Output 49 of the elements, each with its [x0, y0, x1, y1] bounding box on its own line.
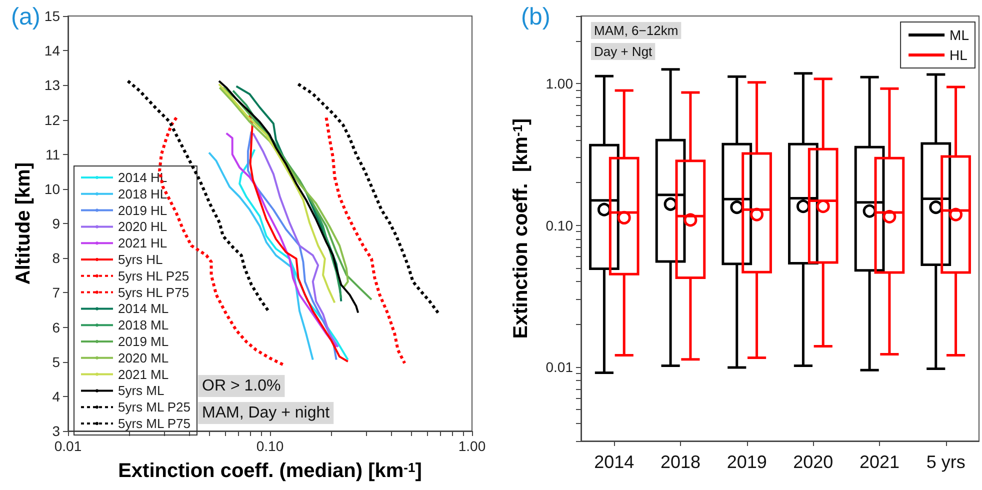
legend-label: 2019 HL	[118, 202, 168, 218]
annotation: Day + Ngt	[594, 44, 653, 59]
annotation: OR > 1.0%	[202, 378, 281, 394]
y-tick-label: 13	[44, 77, 60, 94]
x-tick-label: 2021	[859, 452, 900, 472]
x-tick-label: 2018	[660, 452, 701, 472]
annotation: MAM, Day + night	[202, 404, 330, 422]
y-tick-label: 10	[44, 180, 60, 197]
y-tick-label: 0.01	[546, 358, 574, 375]
y-axis-title: Extinction coeff. [km-1]	[510, 118, 532, 339]
y-tick-label: 4	[52, 388, 60, 404]
y-tick-label: 3	[52, 423, 60, 439]
legend-label: 5yrs ML	[118, 383, 164, 398]
y-axis-title: Altitude [km]	[12, 162, 35, 285]
annotation: MAM, 6−12km	[594, 23, 678, 38]
legend-label: 5yrs ML P25	[118, 400, 190, 415]
legend-label: 2020 ML	[118, 350, 169, 366]
legend-label: HL	[950, 47, 968, 63]
x-tick-label: 0.10	[256, 438, 284, 454]
legend-label: 2018 ML	[118, 318, 169, 333]
y-tick-label: 11	[45, 146, 60, 162]
legend-label: ML	[950, 27, 970, 43]
x-tick-label: 1.00	[458, 438, 486, 454]
x-tick-label: 2019	[726, 452, 767, 472]
y-tick-label: 14	[44, 42, 60, 59]
y-tick-label: 6	[52, 319, 60, 336]
legend-label: 2020 HL	[118, 219, 168, 234]
y-tick-label: 1.00	[546, 76, 574, 92]
legend-label: 5yrs HL P75	[118, 284, 190, 300]
y-tick-label: 12	[44, 112, 60, 128]
y-tick-label: 5	[52, 354, 60, 370]
legend-label: 5yrs ML P75	[118, 416, 190, 431]
x-tick-label: 5 yrs	[926, 452, 966, 472]
legend-label: 2019 ML	[118, 334, 169, 349]
y-tick-label: 15	[44, 8, 60, 24]
legend-label: 2021 ML	[118, 366, 169, 382]
chart-title: (b)	[521, 4, 550, 30]
legend-label: 5yrs HL P25	[118, 268, 190, 284]
legend-label: 2014 ML	[118, 301, 169, 316]
y-tick-label: 0.10	[546, 217, 574, 234]
y-tick-label: 9	[52, 216, 60, 232]
chart-title: (a)	[11, 4, 40, 30]
legend-label: 2021 HL	[118, 236, 168, 251]
y-tick-label: 8	[52, 250, 60, 266]
y-tick-label: 7	[52, 284, 60, 301]
x-tick-label: 2014	[594, 452, 634, 472]
legend-label: 2018 HL	[118, 186, 168, 202]
x-tick-label: 2020	[793, 452, 834, 472]
legend-label: 5yrs HL	[118, 252, 163, 267]
